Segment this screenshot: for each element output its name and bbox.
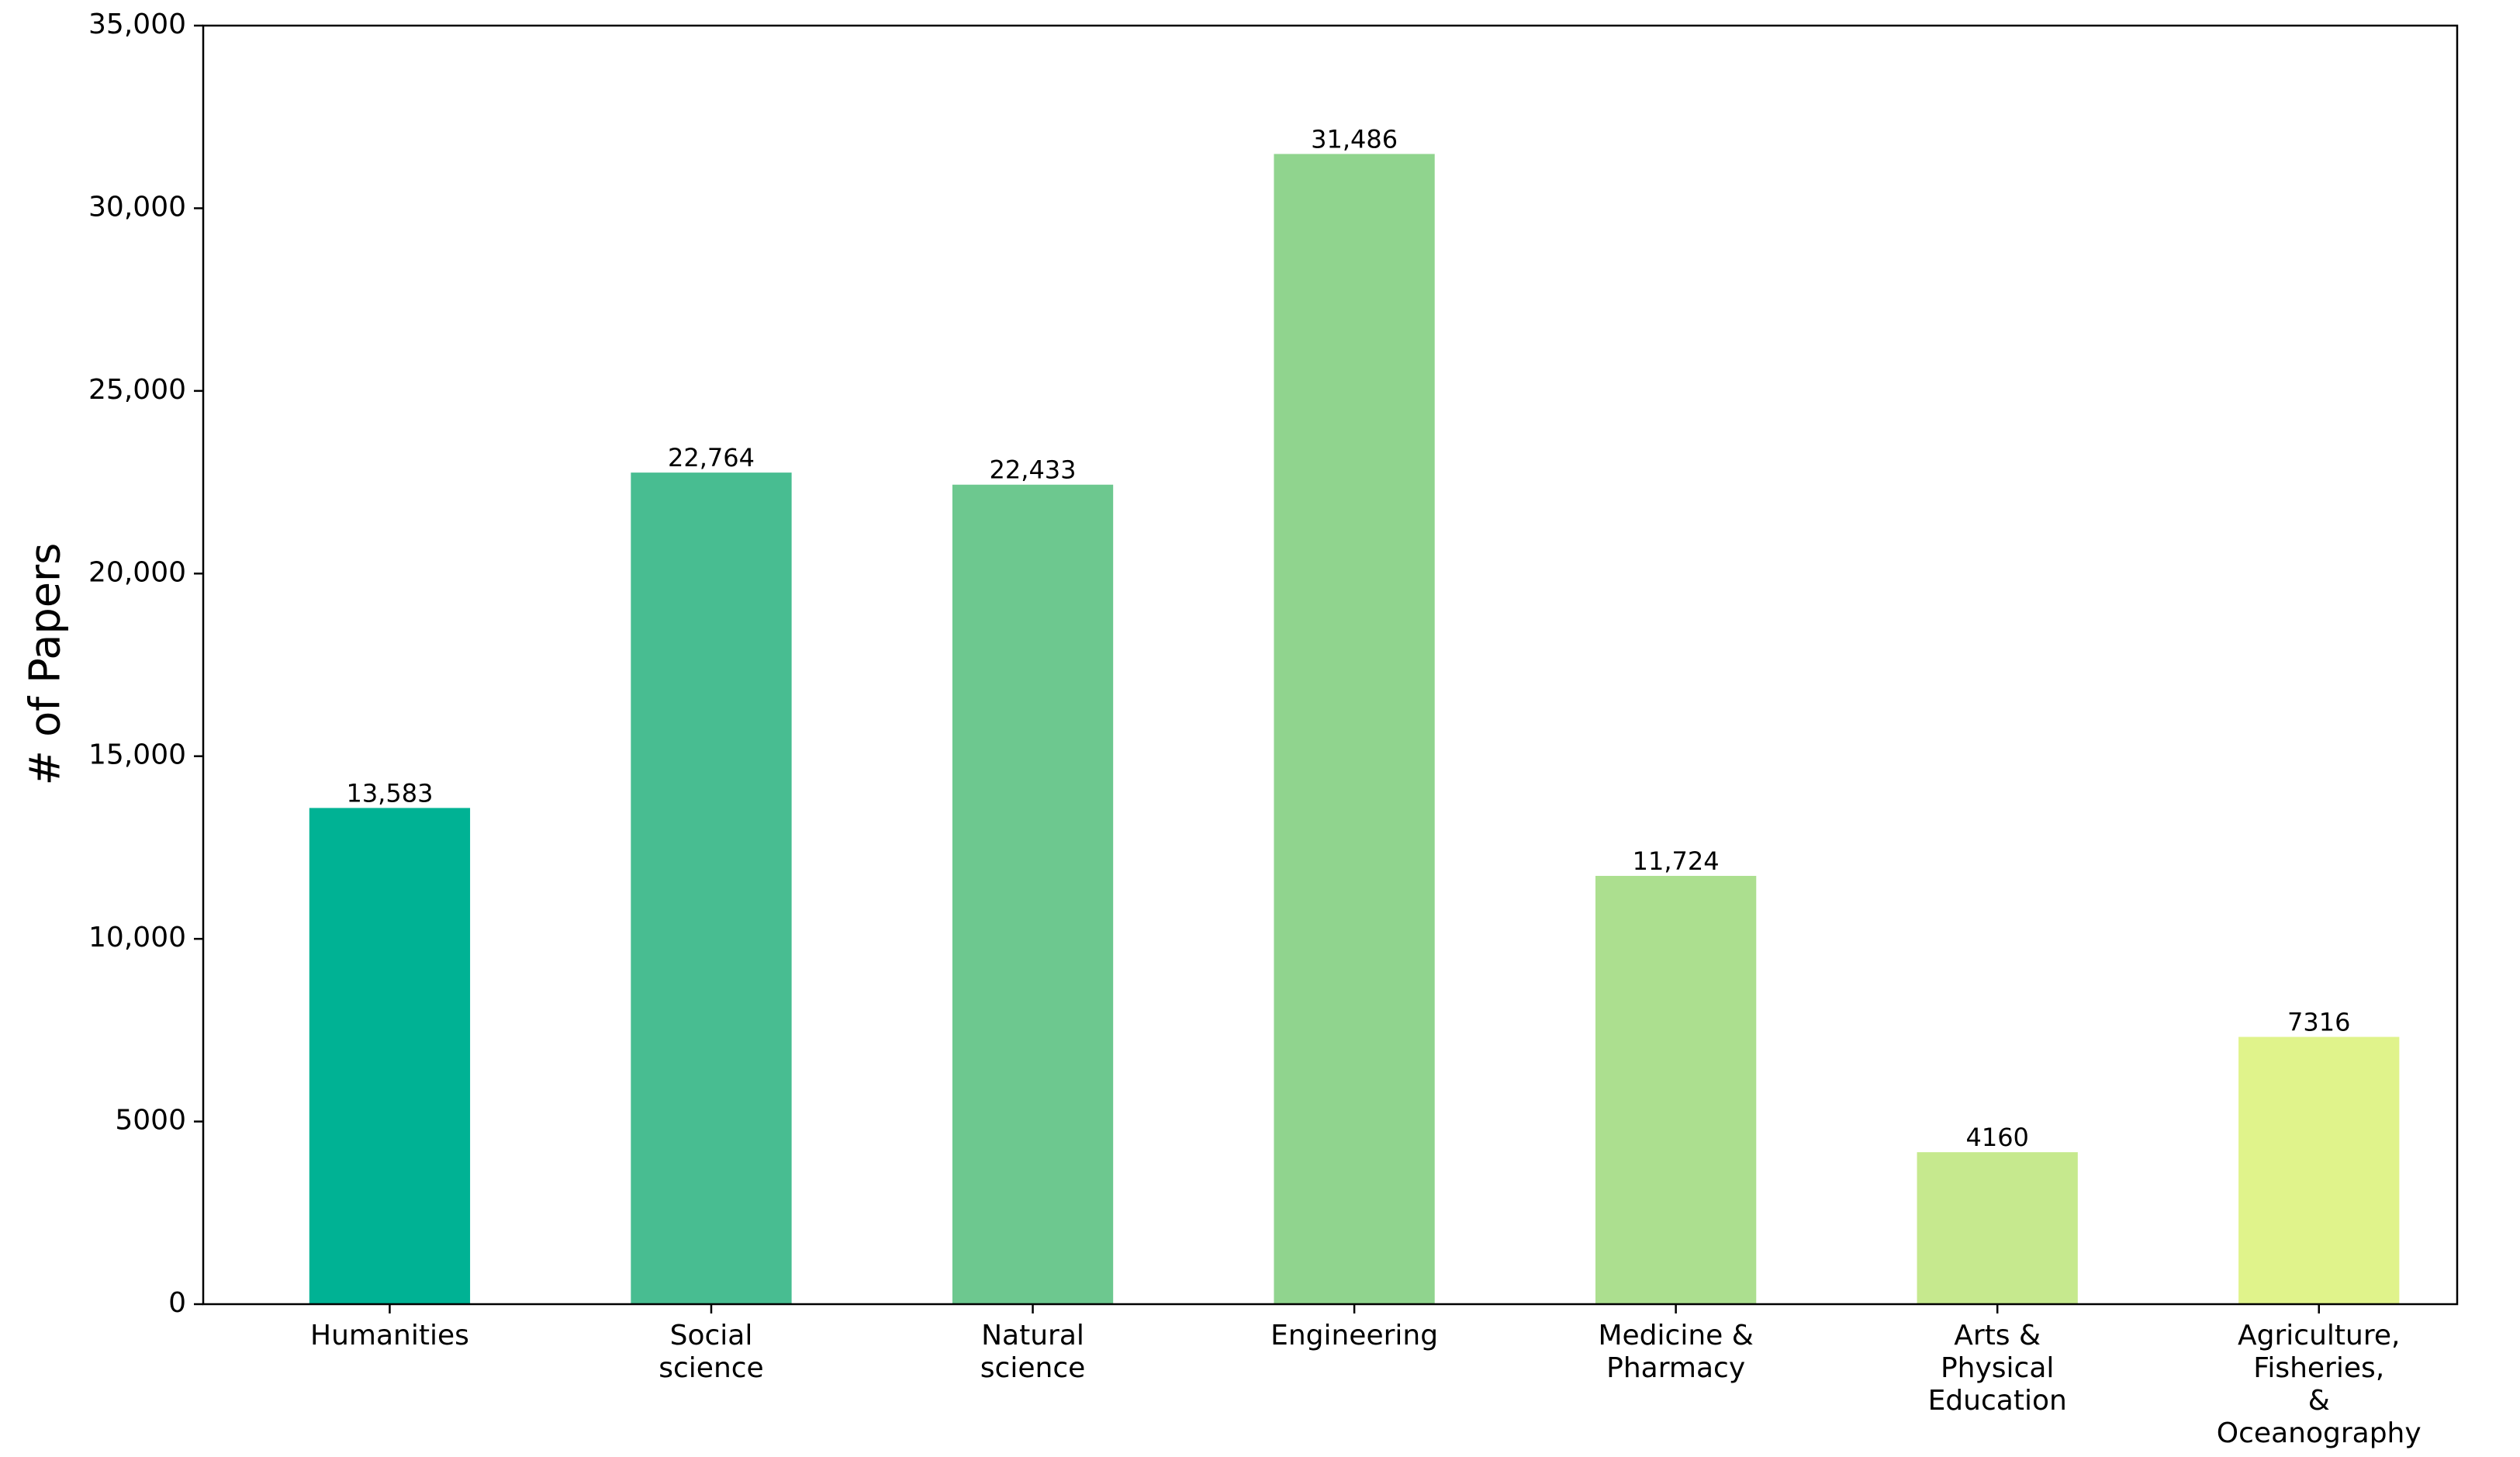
- x-tick-label: Medicine & Pharmacy: [1598, 1320, 1754, 1384]
- bar: [952, 484, 1114, 1304]
- y-tick-label: 25,000: [88, 374, 186, 406]
- x-tick-label: Agriculture, Fisheries, & Oceanography: [2216, 1320, 2421, 1449]
- value-label: 31,486: [1311, 124, 1398, 154]
- y-tick-label: 0: [168, 1287, 186, 1319]
- x-tick-label: Arts & Physical Education: [1927, 1320, 2067, 1417]
- y-tick-label: 20,000: [88, 556, 186, 588]
- plot-frame: [202, 24, 2459, 1306]
- y-tick-label: 10,000: [88, 922, 186, 953]
- bar: [1917, 1152, 2078, 1304]
- x-tick-label: Engineering: [1270, 1320, 1439, 1351]
- bar: [1595, 875, 1757, 1304]
- x-tick-label: Social science: [659, 1320, 764, 1384]
- bar: [631, 472, 792, 1304]
- bar: [2238, 1037, 2400, 1304]
- y-tick-label: 15,000: [88, 739, 186, 771]
- bar: [309, 808, 471, 1304]
- value-label: 13,583: [346, 778, 433, 808]
- value-label: 4160: [1965, 1123, 2028, 1152]
- bar: [1274, 154, 1435, 1304]
- y-tick-label: 30,000: [88, 191, 186, 223]
- y-axis-label: # of Papers: [21, 543, 70, 786]
- y-tick-label: 35,000: [88, 9, 186, 40]
- y-tick-label: 5000: [115, 1105, 186, 1137]
- x-tick-label: Humanities: [310, 1320, 469, 1351]
- value-label: 7316: [2287, 1008, 2350, 1037]
- value-label: 22,764: [668, 443, 755, 472]
- value-label: 22,433: [990, 455, 1077, 485]
- value-label: 11,724: [1633, 846, 1720, 876]
- x-tick-label: Natural science: [980, 1320, 1086, 1384]
